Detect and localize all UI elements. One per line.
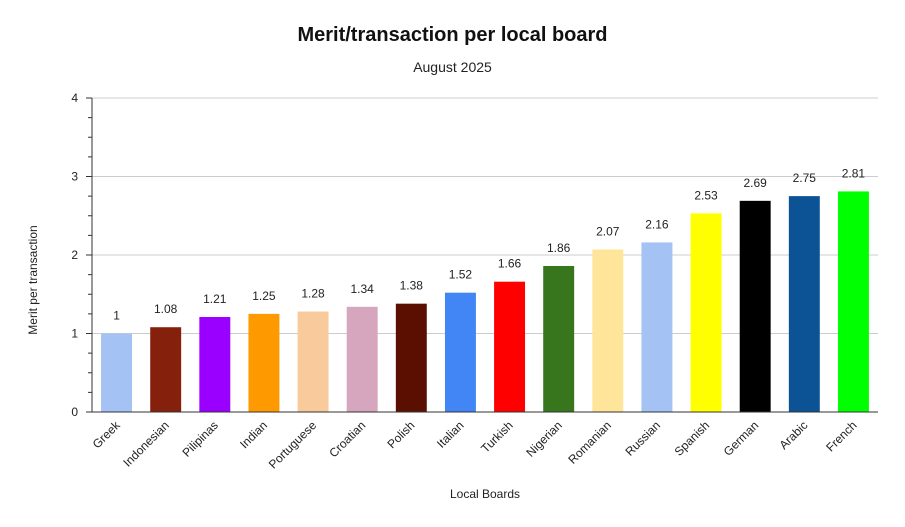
bar-portuguese: [297, 311, 329, 412]
bar-pilipinas: [199, 317, 231, 412]
x-tick-label: Pilipinas: [179, 418, 221, 460]
bar-spanish: [690, 213, 722, 412]
y-tick-label: 4: [71, 91, 78, 105]
bar-indonesian: [150, 327, 182, 412]
data-label: 2.07: [596, 225, 620, 239]
data-label: 1.52: [449, 268, 473, 282]
data-label: 1.34: [351, 282, 375, 296]
data-label: 2.53: [694, 188, 718, 202]
data-label: 1.21: [203, 292, 227, 306]
bar-romanian: [592, 249, 624, 412]
x-tick-label: Nigerian: [523, 418, 565, 460]
x-tick-label: Spanish: [672, 418, 713, 459]
x-tick-label: Indonesian: [120, 418, 171, 469]
bar-russian: [641, 242, 673, 412]
data-label: 1.38: [400, 279, 424, 293]
data-labels: 1 1.08 1.21 1.25 1.28 1.34 1.38 1.52 1.66 1.86 2.0…: [113, 166, 865, 322]
data-label: 1.66: [498, 257, 522, 271]
bar-indian: [248, 313, 280, 412]
x-tick-label: Polish: [384, 418, 417, 451]
data-label: 2.69: [744, 176, 768, 190]
y-tick-label: 3: [71, 170, 78, 184]
x-tick-label: Portuguese: [266, 418, 320, 472]
data-label: 1.86: [547, 241, 571, 255]
data-label: 1: [113, 309, 120, 323]
data-label: 2.81: [842, 166, 866, 180]
data-label: 2.16: [645, 217, 669, 231]
y-axis-label: Merit per transaction: [26, 225, 40, 334]
x-tick-label: Indian: [237, 418, 270, 451]
chart-title: Merit/transaction per local board: [297, 24, 608, 46]
bar-french: [837, 191, 869, 412]
bar-nigerian: [543, 265, 575, 412]
x-tick-label: Romanian: [565, 418, 614, 467]
bar-greek: [101, 333, 133, 412]
data-label: 1.28: [301, 287, 325, 301]
bar-turkish: [494, 281, 526, 412]
bars: [101, 191, 869, 412]
chart-subtitle: August 2025: [413, 59, 492, 75]
x-tick-label: German: [721, 418, 762, 459]
x-tick-label: Croatian: [326, 418, 368, 460]
data-label: 1.25: [252, 289, 276, 303]
x-tick-label: Greek: [90, 418, 124, 452]
y-axis: 0 1 2 3 4: [71, 91, 93, 419]
y-tick-label: 2: [71, 248, 78, 262]
bar-polish: [395, 303, 427, 412]
x-tick-label: Russian: [622, 418, 663, 459]
y-tick-label: 1: [71, 327, 78, 341]
y-tick-label: 0: [71, 405, 78, 419]
x-tick-label: Italian: [434, 418, 467, 451]
x-tick-label: Arabic: [776, 418, 810, 452]
x-tick-label: French: [823, 418, 859, 454]
x-tick-label: Turkish: [478, 418, 515, 455]
x-axis-label: Local Boards: [450, 487, 520, 501]
data-label: 1.08: [154, 302, 178, 316]
bar-arabic: [788, 196, 820, 412]
bar-german: [739, 200, 771, 412]
data-label: 2.75: [793, 171, 817, 185]
bar-croatian: [346, 306, 378, 412]
bar-italian: [444, 292, 476, 412]
